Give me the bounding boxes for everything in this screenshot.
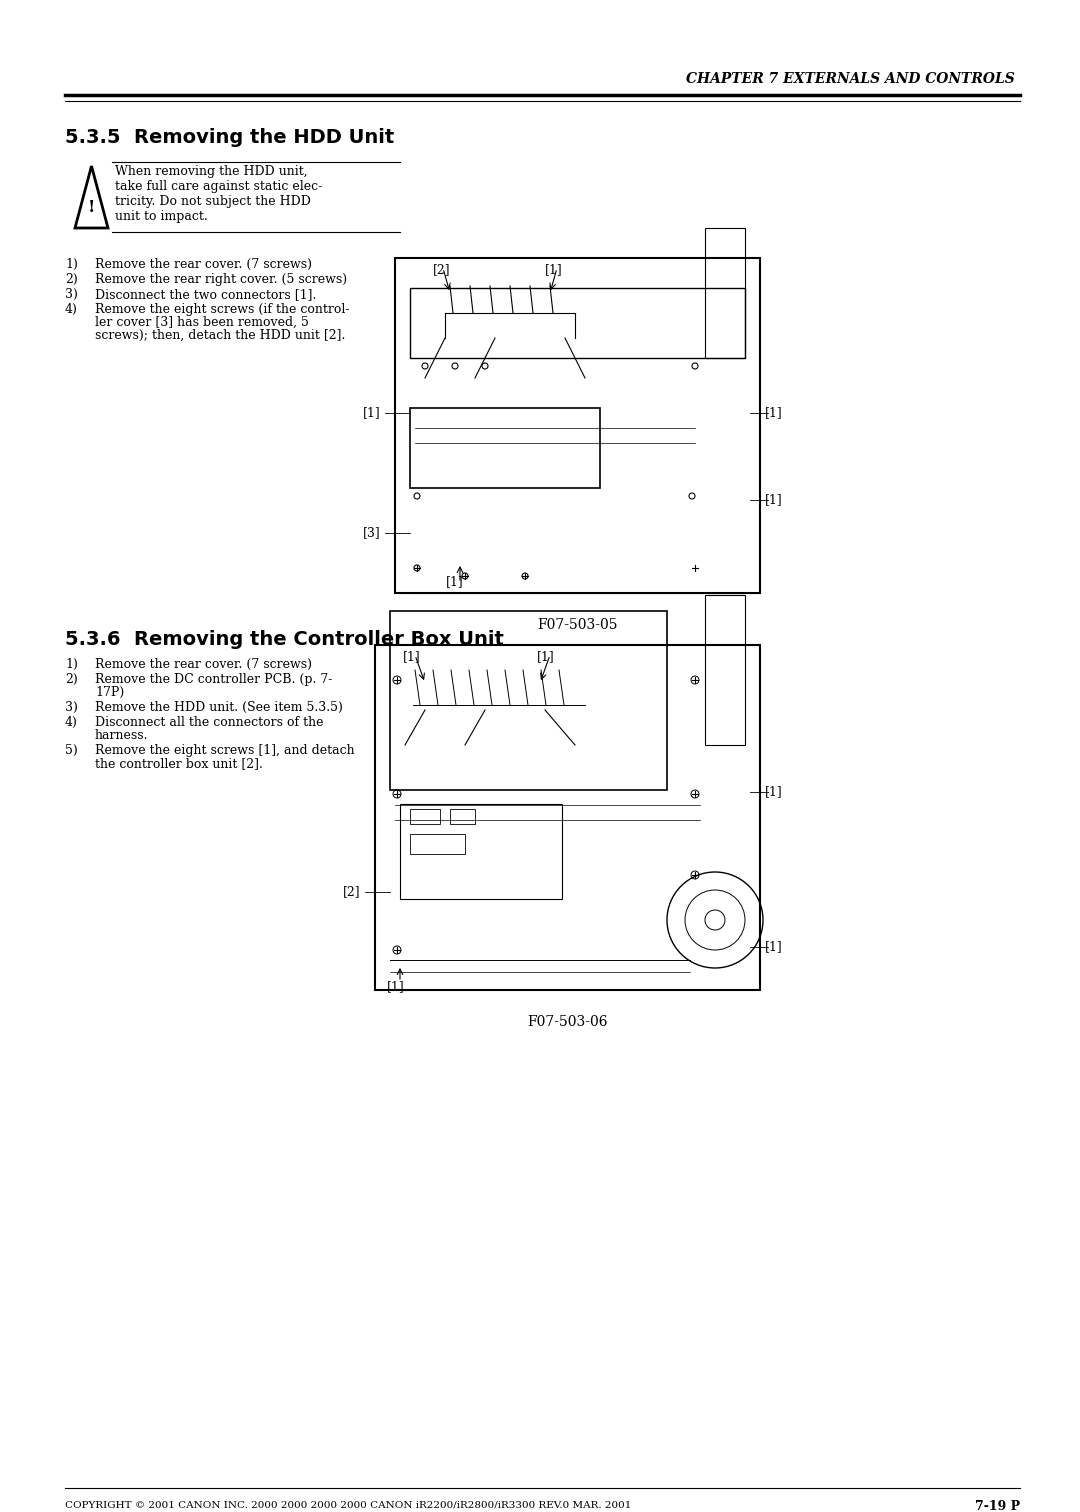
Bar (390, 611, 667, 789)
Text: [1]: [1] (545, 263, 563, 277)
Text: Disconnect all the connectors of the: Disconnect all the connectors of the (95, 717, 324, 729)
Bar (375, 646, 760, 990)
Text: [2]: [2] (433, 263, 450, 277)
Text: [1]: [1] (765, 940, 783, 953)
Text: 4): 4) (65, 717, 78, 729)
Bar (410, 835, 465, 854)
Bar (450, 809, 475, 824)
Text: When removing the HDD unit,
take full care against static elec-
tricity. Do not : When removing the HDD unit, take full ca… (114, 165, 322, 222)
Bar (705, 596, 745, 745)
Text: 3): 3) (65, 702, 78, 714)
Text: screws); then, detach the HDD unit [2].: screws); then, detach the HDD unit [2]. (95, 330, 346, 342)
Text: [2]: [2] (343, 885, 361, 898)
Text: F07-503-06: F07-503-06 (527, 1015, 608, 1030)
Text: Remove the HDD unit. (See item 5.3.5): Remove the HDD unit. (See item 5.3.5) (95, 702, 342, 714)
Text: [1]: [1] (363, 407, 381, 419)
Text: 2): 2) (65, 673, 78, 686)
Text: Remove the rear cover. (7 screws): Remove the rear cover. (7 screws) (95, 658, 312, 671)
Text: CHAPTER 7 EXTERNALS AND CONTROLS: CHAPTER 7 EXTERNALS AND CONTROLS (686, 73, 1015, 86)
Bar (705, 228, 745, 358)
Bar (410, 809, 440, 824)
Text: [1]: [1] (403, 650, 421, 662)
Text: Remove the DC controller PCB. (p. 7-: Remove the DC controller PCB. (p. 7- (95, 673, 333, 686)
Text: [1]: [1] (765, 493, 783, 507)
Text: [1]: [1] (387, 980, 405, 993)
Text: Remove the rear right cover. (5 screws): Remove the rear right cover. (5 screws) (95, 274, 347, 286)
Text: 1): 1) (65, 259, 78, 271)
Text: [3]: [3] (363, 526, 381, 538)
Text: [1]: [1] (446, 575, 464, 588)
Text: 2): 2) (65, 274, 78, 286)
Text: 17P): 17P) (95, 686, 124, 699)
Text: F07-503-05: F07-503-05 (537, 618, 618, 632)
Text: 5.3.6  Removing the Controller Box Unit: 5.3.6 Removing the Controller Box Unit (65, 631, 504, 649)
Text: 5.3.5  Removing the HDD Unit: 5.3.5 Removing the HDD Unit (65, 129, 394, 147)
Text: 3): 3) (65, 287, 78, 301)
Text: 7-19 P: 7-19 P (975, 1500, 1020, 1512)
Text: 1): 1) (65, 658, 78, 671)
Text: the controller box unit [2].: the controller box unit [2]. (95, 758, 262, 770)
Text: Disconnect the two connectors [1].: Disconnect the two connectors [1]. (95, 287, 316, 301)
Text: harness.: harness. (95, 729, 149, 742)
Text: [1]: [1] (765, 407, 783, 419)
Text: !: ! (87, 198, 95, 216)
Text: Remove the eight screws (if the control-: Remove the eight screws (if the control- (95, 302, 350, 316)
Bar (400, 804, 562, 900)
Text: Remove the eight screws [1], and detach: Remove the eight screws [1], and detach (95, 744, 354, 758)
Text: [1]: [1] (765, 785, 783, 798)
Text: 4): 4) (65, 302, 78, 316)
Text: [1]: [1] (537, 650, 555, 662)
Text: Remove the rear cover. (7 screws): Remove the rear cover. (7 screws) (95, 259, 312, 271)
Text: COPYRIGHT © 2001 CANON INC. 2000 2000 2000 2000 CANON iR2200/iR2800/iR3300 REV.0: COPYRIGHT © 2001 CANON INC. 2000 2000 20… (65, 1500, 632, 1509)
Bar (410, 408, 599, 488)
Bar (395, 259, 760, 593)
Text: 5): 5) (65, 744, 78, 758)
Bar (410, 287, 745, 358)
Text: ler cover [3] has been removed, 5: ler cover [3] has been removed, 5 (95, 316, 309, 330)
